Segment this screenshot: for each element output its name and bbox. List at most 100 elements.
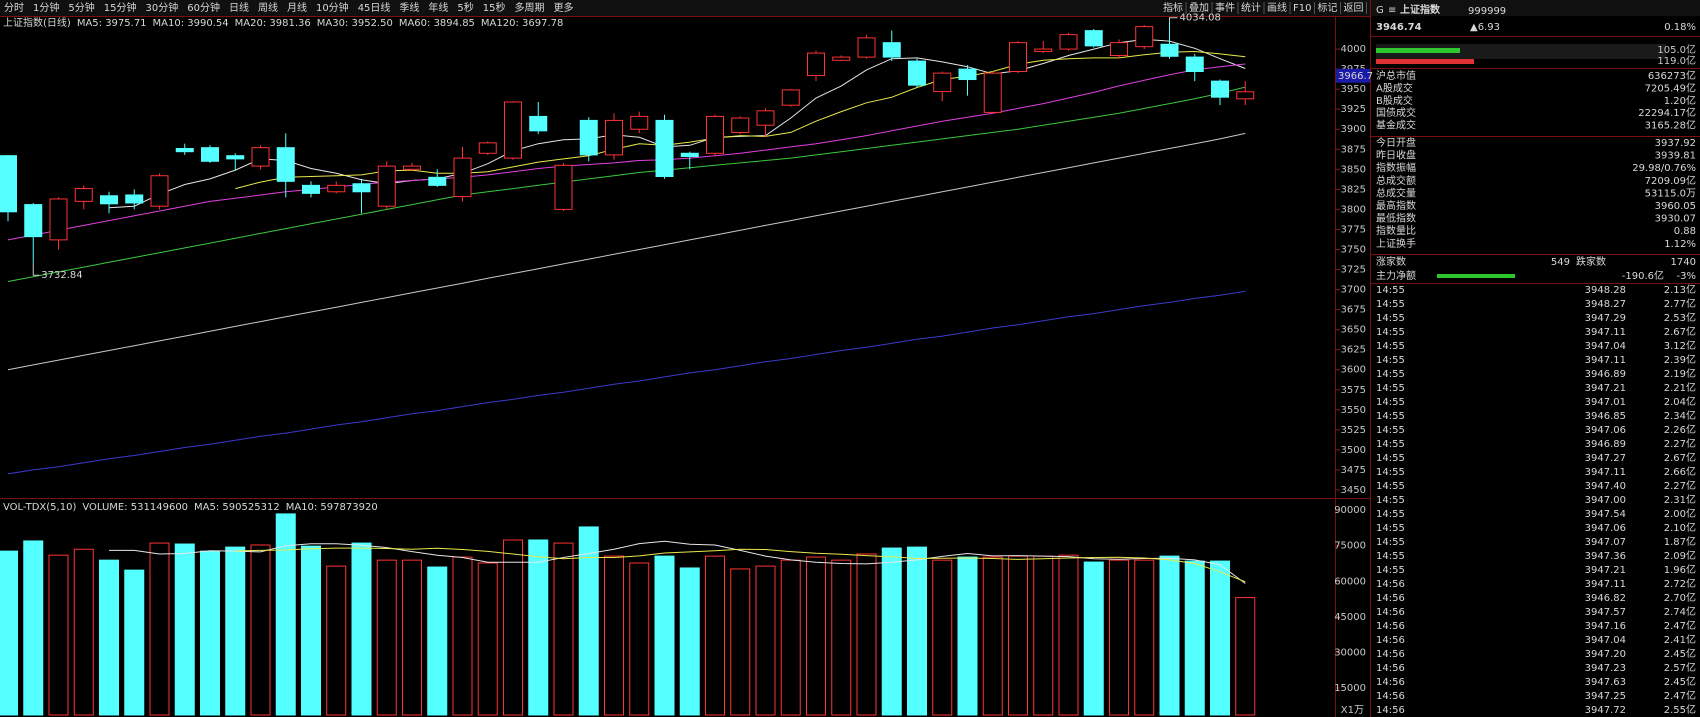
tick-time: 14:56 xyxy=(1376,705,1405,716)
tick-price: 3947.21 xyxy=(1585,383,1626,394)
tab[interactable]: 日线 xyxy=(229,1,249,14)
legend-entry: MA10: 3990.54 xyxy=(153,18,229,29)
ma-line xyxy=(235,50,1246,190)
tick-price: 3946.82 xyxy=(1585,593,1626,604)
tool-button[interactable]: F10 xyxy=(1293,3,1311,14)
stat-value: 7205.49亿 xyxy=(1645,81,1696,94)
stat-label: 总成交额 xyxy=(1376,174,1416,187)
stat-label: 昨日收盘 xyxy=(1376,149,1416,162)
tool-button[interactable]: 统计 xyxy=(1241,1,1261,14)
tick-price: 3947.06 xyxy=(1585,523,1626,534)
y-tick-label: 3450 xyxy=(1341,485,1366,496)
menu: ≡ xyxy=(1388,5,1396,16)
volume-bar xyxy=(23,540,44,716)
volume-bar xyxy=(124,569,145,716)
tick-time: 14:56 xyxy=(1376,593,1405,604)
tick-time: 14:56 xyxy=(1376,607,1405,618)
tab[interactable]: 周线 xyxy=(258,1,278,14)
tool-button[interactable]: 叠加 xyxy=(1189,2,1209,14)
tick-time: 14:56 xyxy=(1376,663,1405,674)
candle-body xyxy=(377,165,396,207)
stat-value: 53115.0万 xyxy=(1645,188,1696,199)
candle-body xyxy=(605,119,623,156)
tab[interactable]: 更多 xyxy=(554,1,574,14)
flow-bar-bg xyxy=(1376,44,1666,59)
tool-button[interactable]: 事件 xyxy=(1215,1,1235,14)
crosshair-label: 3966.7 xyxy=(1338,71,1373,82)
volume-bar xyxy=(402,559,422,716)
tool-button[interactable]: 标记 xyxy=(1317,2,1337,14)
tick-volume: 2.53亿 xyxy=(1664,311,1696,324)
tool-button[interactable]: 画线 xyxy=(1267,1,1287,14)
price: 3946.74 xyxy=(1376,22,1422,33)
stat-label: 最高指数 xyxy=(1376,199,1416,212)
candle-body xyxy=(327,184,346,193)
candle-body xyxy=(504,101,522,159)
stat-value: 3939.81 xyxy=(1655,151,1696,162)
y-tick-label: 4000 xyxy=(1341,44,1366,55)
volume-bar xyxy=(275,513,296,716)
tick-price: 3947.23 xyxy=(1585,663,1626,674)
tick-volume: 2.04亿 xyxy=(1664,395,1696,408)
volume-bar xyxy=(503,539,523,716)
tab[interactable]: 月线 xyxy=(287,1,307,14)
candle-body xyxy=(579,119,598,156)
tool-button[interactable]: 返回 xyxy=(1343,2,1363,14)
tab[interactable]: 5分钟 xyxy=(68,1,94,14)
tab[interactable]: 45日线 xyxy=(358,1,391,14)
candle-body xyxy=(125,194,144,204)
tab[interactable]: 多周期 xyxy=(515,1,545,14)
tab[interactable]: 年线 xyxy=(428,1,448,14)
annotation: 4034.08 xyxy=(1180,13,1221,24)
volume-bar xyxy=(1033,555,1054,716)
tab[interactable]: 30分钟 xyxy=(145,1,178,14)
tick-time: 14:55 xyxy=(1376,565,1405,576)
chart-title: 上证指数(日线) xyxy=(3,16,71,29)
tab[interactable]: 季线 xyxy=(399,1,419,14)
tab[interactable]: 15分钟 xyxy=(104,1,137,14)
tick-price: 3947.29 xyxy=(1585,313,1626,324)
candle-body xyxy=(251,147,270,167)
y-tick-label: 3875 xyxy=(1341,144,1366,155)
volume-bar xyxy=(99,559,119,716)
y-tick-label: 15000 xyxy=(1334,683,1366,694)
stat-label: 基金成交 xyxy=(1376,119,1416,132)
tick-time: 14:55 xyxy=(1376,397,1405,408)
volume-bar xyxy=(705,555,725,716)
tick-price: 3947.40 xyxy=(1585,481,1626,492)
candle-body xyxy=(781,89,800,106)
volume-bar xyxy=(73,548,94,716)
net-label: 主力净额 xyxy=(1376,269,1416,282)
candle-body xyxy=(1059,34,1078,50)
tick-time: 14:55 xyxy=(1376,439,1405,450)
candle-body xyxy=(706,115,724,154)
candle-body xyxy=(756,110,775,126)
tick-volume: 1.96亿 xyxy=(1664,563,1696,576)
tick-time: 14:55 xyxy=(1376,537,1405,548)
volume-bar xyxy=(174,543,195,716)
candle-body xyxy=(1110,42,1128,56)
tick-volume: 2.57亿 xyxy=(1664,661,1696,674)
candle-body xyxy=(680,152,699,157)
tab[interactable]: 分时 xyxy=(4,2,24,14)
candle-body xyxy=(1135,26,1154,48)
tab[interactable]: 1分钟 xyxy=(33,1,59,14)
tick-price: 3947.16 xyxy=(1585,621,1626,632)
tab[interactable]: 10分钟 xyxy=(316,1,349,14)
candle-body xyxy=(1009,42,1027,73)
candle-body xyxy=(908,60,926,86)
volume-bar xyxy=(0,550,18,716)
volume-bar xyxy=(376,559,397,716)
volume-bar xyxy=(755,565,776,716)
tool-button[interactable]: 指标 xyxy=(1163,1,1183,14)
volume-bar xyxy=(831,559,852,716)
tab[interactable]: 5秒 xyxy=(457,1,473,14)
tab[interactable]: 60分钟 xyxy=(187,1,220,14)
tab[interactable]: 15秒 xyxy=(483,1,506,14)
tick-volume: 2.27亿 xyxy=(1664,479,1696,492)
stat-value: 3165.28亿 xyxy=(1645,119,1696,132)
index-name: 上证指数 xyxy=(1400,3,1441,16)
tick-price: 3947.54 xyxy=(1585,509,1626,520)
candle-body xyxy=(453,157,472,198)
